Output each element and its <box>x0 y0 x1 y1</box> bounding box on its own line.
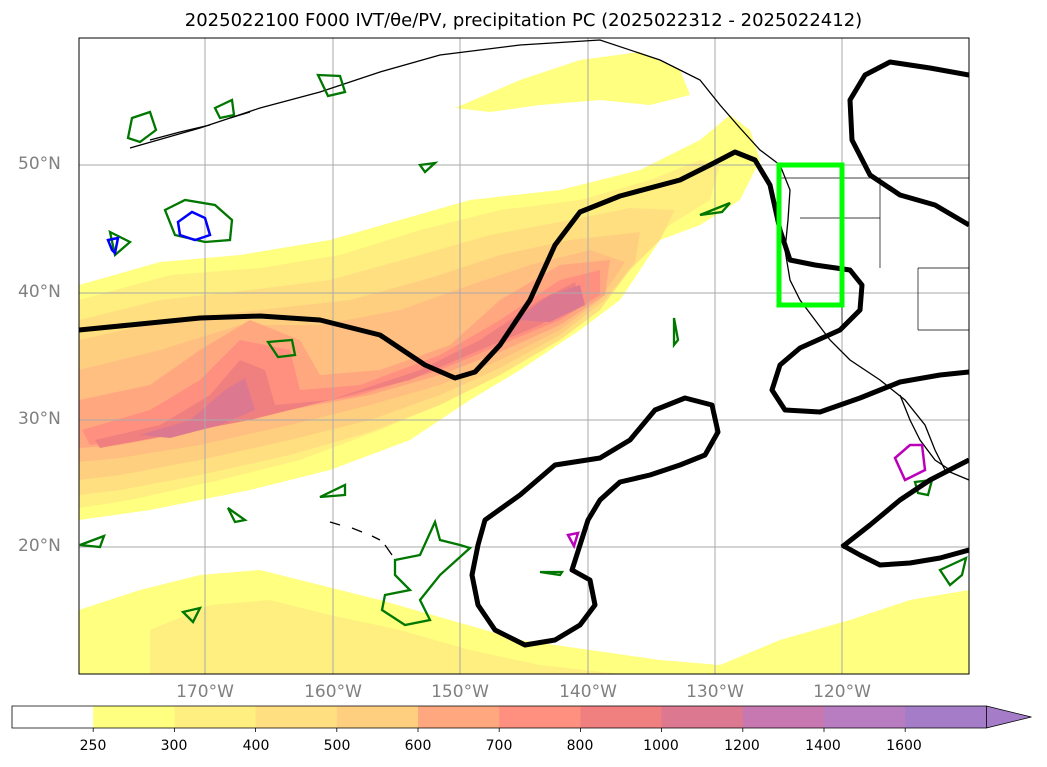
colorbar-segment <box>336 706 419 728</box>
map-layers <box>79 38 969 674</box>
colorbar-tick-label: 400 <box>242 738 270 754</box>
pv-contour-ring <box>316 73 347 98</box>
colorbar-segment <box>742 706 825 728</box>
lat-label: 30°N <box>18 409 61 429</box>
pv-contour-magenta <box>893 443 927 482</box>
pv-contour-ring <box>108 229 133 258</box>
colorbar-tick-label: 800 <box>566 738 594 754</box>
ivt-band-1200-east <box>515 285 585 322</box>
colorbar-segment <box>580 706 663 728</box>
baja-coast <box>899 394 951 471</box>
ivt-band-250-north <box>455 52 690 112</box>
pv-contour-blue <box>176 210 212 242</box>
colorbar-segment <box>418 706 500 728</box>
colorbar-tick-label: 1600 <box>886 738 922 754</box>
theta-e-contours <box>79 59 969 648</box>
hawaii-islands <box>329 521 393 556</box>
lon-label: 120°W <box>813 682 871 702</box>
colorbar-segment <box>174 706 257 728</box>
theta-e-contour-east <box>847 59 969 228</box>
pv-contour-ring <box>265 338 297 359</box>
pv-contour-ring <box>699 201 731 217</box>
ivt-filled-contours <box>79 52 969 674</box>
aleutian-islands <box>149 111 251 141</box>
pv-contour-ring <box>79 534 106 549</box>
colorbar-tick-label: 600 <box>404 738 432 754</box>
colorbar-segment <box>824 706 906 728</box>
pv-contour-ring <box>226 507 248 524</box>
colorbar-tick-label: 1200 <box>724 738 760 754</box>
lon-label: 140°W <box>559 682 617 702</box>
theta-e-contour-southeast-2 <box>840 457 969 549</box>
pv-contour-ring <box>126 110 158 144</box>
theta-e-contour-south <box>469 395 721 648</box>
ivt-band-300-south <box>150 600 620 674</box>
lat-label: 40°N <box>18 282 61 302</box>
lat-label: 20°N <box>18 536 61 556</box>
region-highlight-box <box>776 162 845 308</box>
pv-contour-ring <box>539 570 565 577</box>
colorbar-segment <box>93 706 175 728</box>
alaska-coast <box>129 39 781 166</box>
colorbar <box>11 705 1032 732</box>
colorbar-segment <box>661 706 744 728</box>
colorbar-segment <box>499 706 581 728</box>
pv-contour-ring <box>672 317 680 349</box>
colorbar-tick-label: 1000 <box>643 738 679 754</box>
pv-contour-ring <box>180 606 203 624</box>
colorbar-segment <box>12 706 94 728</box>
pv-contour-ring <box>213 98 236 120</box>
north-america-coast <box>779 164 969 481</box>
map-frame <box>78 37 970 675</box>
theta-e-contour-main <box>79 149 969 415</box>
theta-e-contour-southeast <box>840 542 969 568</box>
colorbar-segment <box>905 706 987 728</box>
graticule <box>79 38 969 674</box>
colorbar-tick-label: 300 <box>160 738 188 754</box>
pv-contour-blue <box>106 236 120 256</box>
figure-title: 2025022100 F000 IVT/θe/PV, precipitation… <box>184 10 863 31</box>
colorbar-tick-label: 700 <box>485 738 513 754</box>
pv-contour-ring <box>938 555 968 587</box>
lon-label: 130°W <box>686 682 744 702</box>
pv-contour-ring <box>417 161 439 174</box>
colorbar-segment <box>255 706 338 728</box>
pv-contour-ring <box>319 483 347 499</box>
lat-label: 50°N <box>18 154 61 174</box>
pv-contour-hawaii <box>380 518 473 627</box>
colorbar-extend-arrow <box>986 705 1032 729</box>
lon-label: 150°W <box>431 682 489 702</box>
colorbar-tick-label: 250 <box>79 738 107 754</box>
lon-label: 160°W <box>304 682 362 702</box>
pv-contour-magenta <box>566 531 580 550</box>
colorbar-tick-label: 500 <box>323 738 351 754</box>
ivt-band-1200 <box>140 378 255 438</box>
colorbar-tick-label: 1400 <box>805 738 841 754</box>
lon-label: 170°W <box>176 682 234 702</box>
